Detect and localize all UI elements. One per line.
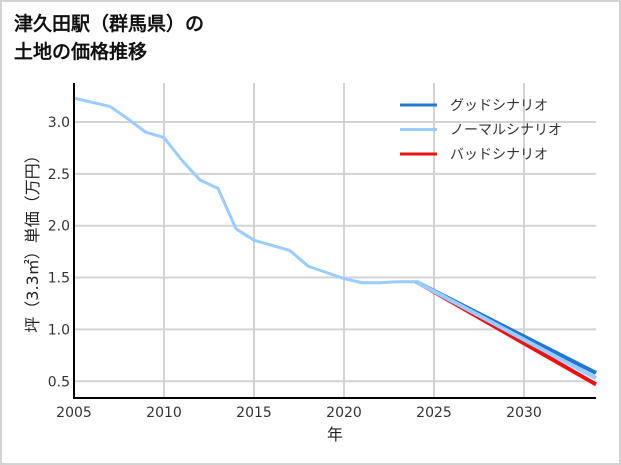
- y-tick-label: 1.0: [48, 322, 70, 338]
- y-tick-label: 2.5: [48, 167, 70, 183]
- x-tick-label: 2005: [56, 405, 92, 421]
- legend-label: ノーマルシナリオ: [450, 123, 562, 139]
- x-tick-label: 2015: [236, 405, 272, 421]
- x-tick-label: 2020: [326, 405, 362, 421]
- y-axis-label: 坪（3.3㎡）単価（万円）: [23, 147, 42, 332]
- legend-label: グッドシナリオ: [450, 98, 548, 114]
- y-tick-label: 3.0: [48, 115, 70, 131]
- x-axis-label: 年: [327, 425, 343, 444]
- chart-title: 津久田駅（群馬県）の 土地の価格推移: [14, 10, 204, 66]
- chart-title-line1: 津久田駅（群馬県）の: [14, 13, 205, 35]
- chart-title-line2: 土地の価格推移: [14, 41, 148, 63]
- tick-labels: 2005 2010 2015 2020 2025 2030 0.5 1.0 1.5 2.0 2.5 3…: [48, 115, 542, 421]
- x-tick-label: 2025: [416, 405, 452, 421]
- y-tick-label: 1.5: [48, 271, 70, 287]
- legend-item: ノーマルシナリオ: [400, 123, 562, 139]
- legend-item: バッドシナリオ: [400, 147, 548, 163]
- data-series: [73, 96, 597, 387]
- normal-scenario-line: [415, 279, 597, 380]
- historical-price-line: [73, 96, 416, 285]
- y-tick-label: 0.5: [48, 374, 70, 390]
- legend-label: バッドシナリオ: [450, 147, 548, 163]
- x-tick-label: 2010: [146, 405, 182, 421]
- legend-item: グッドシナリオ: [400, 98, 548, 114]
- x-tick-label: 2030: [506, 405, 542, 421]
- axes: [73, 83, 596, 399]
- y-tick-label: 2.0: [48, 219, 70, 235]
